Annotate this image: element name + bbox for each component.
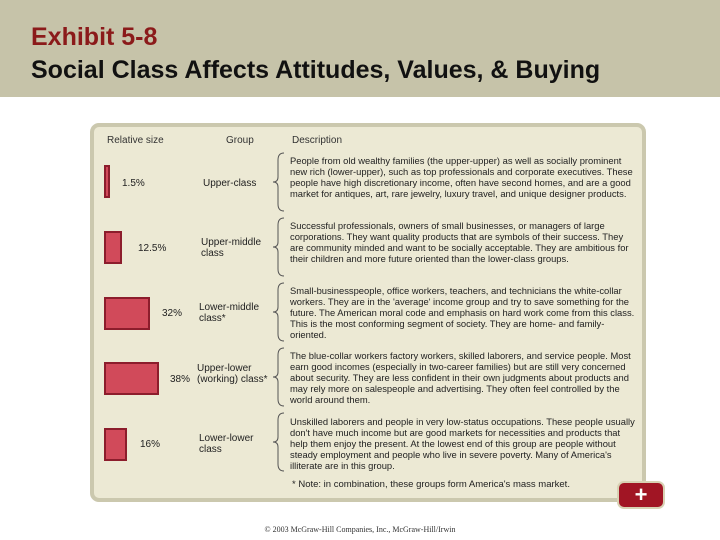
percent-lower-lower-class: 16% (140, 439, 161, 450)
slide-subtitle: Social Class Affects Attitudes, Values, … (31, 56, 601, 84)
description-lower-middle-class: Small-businesspeople, office workers, te… (290, 285, 635, 340)
group-upper-lower-class: Upper-lower (working) class* (197, 363, 268, 385)
percent-lower-middle-class: 32% (162, 308, 183, 319)
brace-icon (272, 282, 285, 342)
size-bar-upper-class (104, 165, 110, 198)
copyright-footer: © 2003 McGraw-Hill Companies, Inc., McGr… (264, 525, 456, 534)
exhibit-panel (90, 123, 646, 502)
percent-upper-lower-class: 38% (170, 374, 191, 385)
mass-market-note: * Note: in combination, these groups for… (292, 479, 570, 490)
percent-upper-middle-class: 12.5% (138, 243, 167, 254)
description-upper-class: People from old wealthy families (the up… (290, 155, 633, 199)
brace-icon (272, 217, 285, 277)
group-upper-middle-class: Upper-middle class (201, 237, 262, 259)
group-lower-lower-class: Lower-lower class (199, 433, 254, 455)
next-slide-plus-button[interactable]: + (617, 481, 665, 509)
group-upper-class: Upper-class (203, 178, 257, 189)
brace-icon (272, 412, 285, 472)
slide-header: Exhibit 5-8 Social Class Affects Attitud… (0, 0, 720, 97)
size-bar-lower-lower-class (104, 428, 127, 461)
group-lower-middle-class: Lower-middle class* (199, 302, 260, 324)
column-header-description: Description (292, 135, 343, 146)
brace-icon (272, 347, 285, 407)
description-upper-middle-class: Successful professionals, owners of smal… (290, 220, 629, 264)
percent-upper-class: 1.5% (122, 178, 145, 189)
column-header-group: Group (226, 135, 254, 146)
size-bar-upper-middle-class (104, 231, 122, 264)
description-lower-lower-class: Unskilled laborers and people in very lo… (290, 416, 635, 471)
column-header-relative-size: Relative size (107, 135, 164, 146)
size-bar-lower-middle-class (104, 297, 150, 330)
slide-title: Exhibit 5-8 (31, 23, 158, 51)
brace-icon (272, 152, 285, 212)
size-bar-upper-lower-class (104, 362, 159, 395)
description-upper-lower-class: The blue-collar workers factory workers,… (290, 350, 631, 405)
